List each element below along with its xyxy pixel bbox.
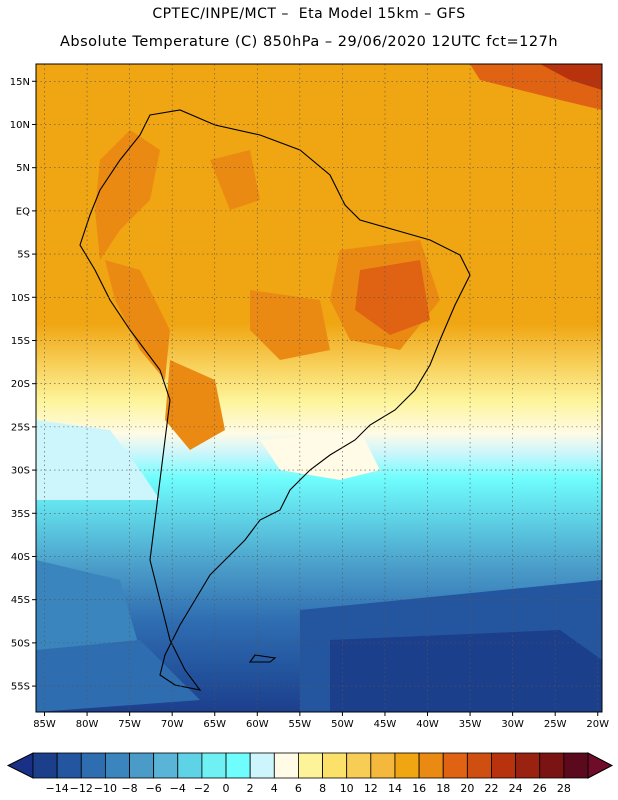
colorbar-swatch — [491, 752, 517, 779]
lon-label: 40W — [416, 719, 439, 730]
map-title-line2: Absolute Temperature (C) 850hPa – 29/06/… — [59, 34, 559, 50]
colorbar-swatch — [201, 752, 227, 779]
coastline — [79, 109, 471, 691]
map-title-line1: CPTEC/INPE/MCT – Eta Model 15km – GFS — [152, 6, 466, 22]
graticule — [36, 64, 602, 712]
colorbar-label: 28 — [557, 782, 571, 795]
colorbar-swatch — [515, 752, 541, 779]
colorbar-swatch — [177, 752, 203, 779]
temperature-field — [36, 64, 602, 712]
colorbar-swatch — [418, 752, 444, 779]
lat-label: 55S — [11, 682, 30, 693]
colorbar-swatch — [129, 752, 155, 779]
lon-label: 35W — [459, 719, 482, 730]
temperature-map: 15N 10N 5N EQ 5S 10S 15S 20S 25S 30S 35S 40S 45S 50S 5… — [10, 63, 609, 730]
colorbar-swatch — [322, 752, 348, 779]
lon-label: 30W — [501, 719, 524, 730]
lat-label: 10N — [10, 120, 30, 131]
colorbar-swatch — [346, 752, 372, 779]
lat-label: 5N — [16, 163, 30, 174]
colorbar-label: 6 — [295, 782, 302, 795]
colorbar-swatch — [32, 752, 58, 779]
lat-label: 25S — [11, 422, 30, 433]
colorbar-label: −12 — [70, 782, 93, 795]
colorbar-label: 22 — [484, 782, 498, 795]
colorbar-label: 24 — [509, 782, 523, 795]
colorbar-swatch — [249, 752, 275, 779]
lon-label: 45W — [374, 719, 397, 730]
colorbar-swatch — [80, 752, 106, 779]
colorbar-label: 26 — [533, 782, 547, 795]
lon-label: 50W — [331, 719, 354, 730]
colorbar-under-arrow — [6, 752, 34, 779]
colorbar-label: 12 — [364, 782, 378, 795]
colorbar-swatch — [563, 752, 589, 779]
colorbar-label: 10 — [340, 782, 354, 795]
colorbar-label: 14 — [388, 782, 402, 795]
lon-label: 70W — [161, 719, 184, 730]
lat-label: 15S — [11, 336, 30, 347]
lon-label: 20W — [586, 719, 609, 730]
colorbar-over-arrow — [587, 752, 614, 779]
colorbar-swatch — [442, 752, 468, 779]
colorbar-label: −2 — [194, 782, 210, 795]
colorbar-label: 2 — [247, 782, 254, 795]
colorbar: −14 −12 −10 −8 −6 −4 −2 0 2 4 6 8 10 12 14 16 18 20 22 24 26… — [6, 752, 614, 795]
colorbar-label: 8 — [319, 782, 326, 795]
lat-label: 20S — [11, 379, 30, 390]
colorbar-label: 20 — [460, 782, 474, 795]
colorbar-label: 0 — [223, 782, 230, 795]
colorbar-label: 16 — [412, 782, 426, 795]
lat-label: 10S — [11, 293, 30, 304]
lat-label: 5S — [17, 250, 30, 261]
lon-label: 60W — [246, 719, 269, 730]
colorbar-swatch — [394, 752, 420, 779]
colorbar-label: −4 — [170, 782, 186, 795]
lon-label: 55W — [289, 719, 312, 730]
colorbar-label: −14 — [46, 782, 69, 795]
lat-label: 15N — [10, 77, 30, 88]
lat-label: 45S — [11, 595, 30, 606]
lon-label: 65W — [203, 719, 226, 730]
colorbar-swatch — [466, 752, 492, 779]
colorbar-label: −10 — [94, 782, 117, 795]
lon-label: 85W — [33, 719, 56, 730]
lon-label: 25W — [544, 719, 567, 730]
lat-label: 50S — [11, 638, 30, 649]
lon-label: 80W — [76, 719, 99, 730]
colorbar-swatch — [225, 752, 251, 779]
lon-label: 75W — [118, 719, 141, 730]
colorbar-swatch — [56, 752, 82, 779]
lat-label: EQ — [16, 206, 30, 217]
colorbar-swatch — [370, 752, 396, 779]
latitude-labels: 15N 10N 5N EQ 5S 10S 15S 20S 25S 30S 35S 40S 45S 50S 5… — [10, 77, 36, 693]
colorbar-label: 4 — [271, 782, 278, 795]
colorbar-label: −8 — [121, 782, 137, 795]
colorbar-swatch — [273, 752, 299, 779]
lat-label: 30S — [11, 466, 30, 477]
colorbar-swatch — [153, 752, 179, 779]
colorbar-swatch — [298, 752, 323, 779]
colorbar-label: −6 — [146, 782, 162, 795]
lat-label: 35S — [11, 509, 30, 520]
colorbar-label: 18 — [436, 782, 450, 795]
map-frame — [35, 63, 603, 713]
colorbar-swatch — [539, 752, 565, 779]
longitude-labels: 85W 80W 75W 70W 65W 60W 55W 50W 45W 40W 35W 30W 25W 2… — [33, 712, 609, 730]
lat-label: 40S — [11, 552, 30, 563]
colorbar-swatch — [104, 752, 130, 779]
